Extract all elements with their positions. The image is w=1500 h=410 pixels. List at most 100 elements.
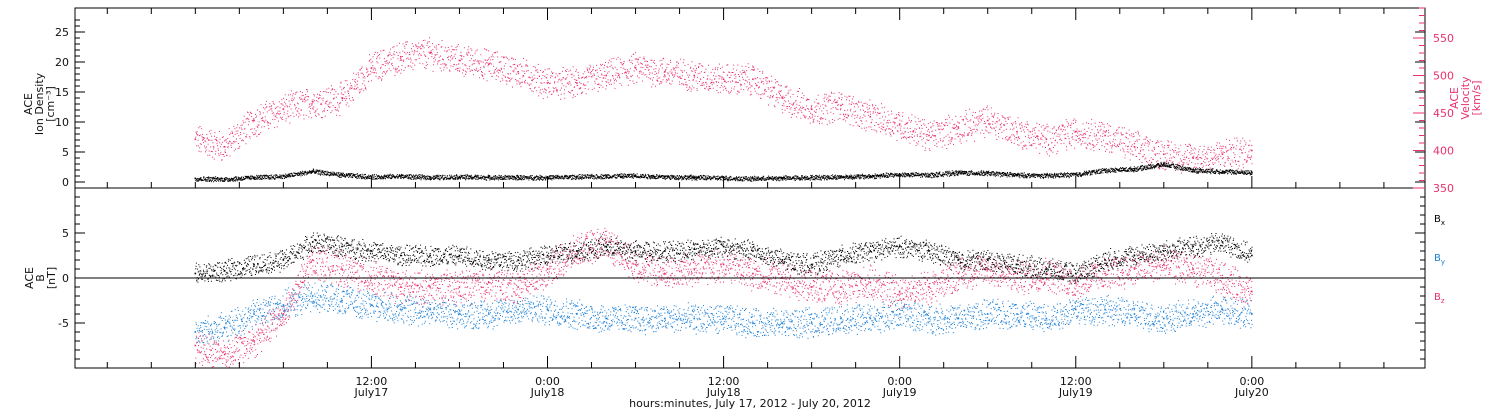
b-x-point	[194, 272, 197, 275]
b-y-point	[399, 308, 402, 311]
b-x-point	[1045, 268, 1048, 270]
b-z-point	[1192, 268, 1194, 270]
ion-density-point	[488, 176, 490, 178]
b-y-point	[1074, 308, 1077, 311]
b-z-point	[1045, 272, 1048, 275]
b-x-point	[429, 254, 431, 257]
b-x-point	[546, 254, 549, 257]
b-y-point	[546, 308, 549, 311]
ion-density-samples	[195, 161, 1253, 183]
b-x-point	[223, 270, 226, 272]
b-y-point	[282, 304, 285, 306]
x-tick-time-label: 12:00	[1060, 375, 1092, 388]
b-z-point	[664, 272, 666, 275]
ion-density-point	[311, 170, 314, 172]
velocity-point	[869, 115, 872, 118]
b-y-point	[194, 331, 197, 333]
b-x-point	[1133, 254, 1136, 257]
velocity-point	[1104, 134, 1106, 137]
ion-density-tick-label: 15	[55, 86, 69, 99]
velocity-tick-label: 400	[1433, 145, 1454, 158]
b-z-point	[634, 263, 637, 266]
x-tick-date-label: July20	[1234, 386, 1269, 399]
b-x-point	[282, 259, 285, 261]
x-tick-time-label: 0:00	[887, 375, 912, 388]
ion-density-tick-label: 20	[55, 56, 69, 69]
b-x-samples	[195, 232, 1253, 285]
velocity-point	[546, 82, 549, 84]
velocity-point	[194, 138, 197, 141]
b-axis-title-line: [nT]	[45, 267, 58, 289]
b-x-point	[458, 254, 461, 257]
velocity-point	[399, 55, 402, 58]
x-axis-label: hours:minutes, July 17, 2012 - July 20, …	[629, 397, 871, 410]
magnetic-field-data	[194, 227, 1253, 368]
b-y-point	[1133, 313, 1136, 315]
b-y-samples	[195, 281, 1253, 345]
x-tick-time-label: 12:00	[708, 375, 740, 388]
b-y-point	[1016, 313, 1018, 315]
b-y-point	[810, 322, 813, 324]
velocity-point	[341, 97, 343, 99]
b-x-point	[781, 259, 784, 261]
ion-density-point	[1251, 171, 1253, 174]
velocity-tick-label: 550	[1433, 32, 1454, 45]
velocity-point	[1074, 130, 1077, 133]
b-x-point	[1221, 241, 1224, 243]
b-z-point	[869, 281, 872, 284]
b-x-point	[488, 259, 490, 261]
velocity-point	[928, 134, 930, 137]
b-x-point	[1251, 254, 1253, 257]
b-axis-title-line: B	[34, 274, 47, 282]
b-x-point	[634, 250, 637, 252]
b-y-point	[928, 317, 930, 320]
b-x-point	[928, 250, 930, 252]
axes	[74, 7, 1426, 369]
b-z-point	[517, 286, 519, 288]
velocity-point	[664, 70, 666, 73]
legend-subscript: z	[1441, 297, 1445, 305]
x-tick-time-label: 0:00	[535, 375, 560, 388]
velocity-point	[898, 123, 901, 126]
b-z-point	[1104, 272, 1106, 275]
b-y-point	[898, 313, 901, 315]
b-x-point	[1104, 259, 1106, 261]
velocity-samples	[195, 37, 1253, 174]
ion-density-velocity-data	[194, 37, 1253, 183]
b-z-point	[311, 259, 314, 261]
b-y-point	[605, 317, 607, 320]
b-x-point	[576, 250, 578, 252]
b-z-samples	[195, 227, 1253, 368]
velocity-tick-label: 350	[1433, 182, 1454, 195]
labels: 0510152025350400450500550-50512:00July17…	[22, 26, 1483, 410]
b-z-point	[1074, 281, 1077, 284]
b-x-point	[752, 250, 754, 252]
ion-density-point	[517, 176, 519, 178]
b-x-point	[840, 254, 842, 257]
ion-density-tick-label: 10	[55, 116, 69, 129]
b-z-point	[840, 286, 842, 288]
b-z-point	[1251, 290, 1253, 293]
b-y-point	[341, 299, 343, 302]
x-tick-time-label: 12:00	[356, 375, 388, 388]
ion-density-axis-title-line: ACE	[22, 93, 35, 115]
velocity-axis-title-line: [km/s]	[1470, 80, 1483, 115]
b-x-point	[341, 245, 343, 248]
b-y-point	[1104, 308, 1106, 311]
ion-density-point	[194, 177, 197, 180]
legend-subscript: x	[1441, 219, 1445, 227]
ion-density-point	[253, 176, 255, 178]
b-x-point	[957, 259, 960, 261]
b-y-point	[634, 317, 637, 320]
b-y-point	[488, 313, 490, 315]
b-y-point	[1192, 313, 1194, 315]
velocity-point	[781, 97, 784, 99]
b-z-point	[488, 281, 490, 284]
legend-by: By	[1434, 253, 1445, 266]
b-y-point	[693, 317, 696, 320]
ion-density-point	[223, 178, 226, 180]
b-y-point	[840, 317, 842, 320]
